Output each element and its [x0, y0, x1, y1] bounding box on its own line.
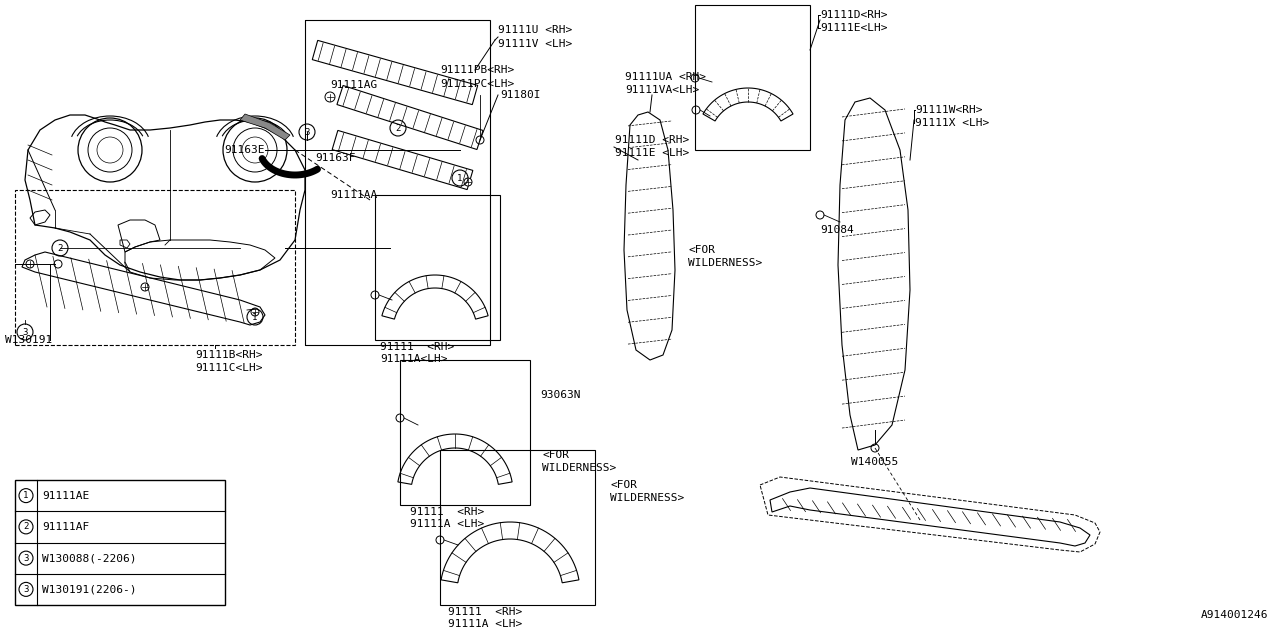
Text: 91111VA<LH>: 91111VA<LH> [625, 85, 699, 95]
Text: 91111W<RH>: 91111W<RH> [915, 105, 983, 115]
Text: 91111E<LH>: 91111E<LH> [820, 23, 887, 33]
Text: 91180I: 91180I [500, 90, 540, 100]
Text: 91111AE: 91111AE [42, 491, 90, 500]
Circle shape [141, 283, 148, 291]
Text: 91111X <LH>: 91111X <LH> [915, 118, 989, 128]
Text: WILDERNESS>: WILDERNESS> [689, 258, 763, 268]
Text: 91111V <LH>: 91111V <LH> [498, 39, 572, 49]
Text: A914001246: A914001246 [1201, 610, 1268, 620]
Text: <FOR: <FOR [611, 480, 637, 490]
Text: 1: 1 [23, 491, 28, 500]
Text: 91111U <RH>: 91111U <RH> [498, 25, 572, 35]
Text: 3: 3 [305, 127, 310, 136]
Text: 91163E: 91163E [224, 145, 265, 155]
Bar [305, 20, 490, 345]
Text: <FOR: <FOR [541, 450, 570, 460]
Bar [375, 195, 500, 340]
Text: WILDERNESS>: WILDERNESS> [541, 463, 616, 473]
Text: 91111  <RH>: 91111 <RH> [380, 342, 454, 352]
Bar [15, 190, 294, 345]
Text: 1: 1 [252, 312, 257, 321]
Text: 2: 2 [396, 124, 401, 132]
Text: 91111D<RH>: 91111D<RH> [820, 10, 887, 20]
Text: <FOR: <FOR [689, 245, 716, 255]
Text: 2: 2 [58, 243, 63, 253]
Text: 93063N: 93063N [540, 390, 581, 400]
Text: W130191: W130191 [5, 335, 52, 345]
Text: W130088(-2206): W130088(-2206) [42, 553, 137, 563]
Bar [15, 480, 225, 605]
Bar [440, 450, 595, 605]
Text: 1: 1 [457, 173, 462, 182]
Bar [401, 360, 530, 505]
Circle shape [26, 260, 35, 268]
Text: 91111A <LH>: 91111A <LH> [410, 519, 484, 529]
Text: WILDERNESS>: WILDERNESS> [611, 493, 685, 503]
Text: 91111PB<RH>: 91111PB<RH> [440, 65, 515, 75]
Circle shape [465, 178, 472, 186]
Text: 91111AG: 91111AG [330, 80, 378, 90]
Text: 91111A <LH>: 91111A <LH> [448, 619, 522, 629]
Circle shape [251, 308, 259, 316]
Text: 91111D <RH>: 91111D <RH> [614, 135, 689, 145]
Text: 3: 3 [22, 328, 28, 337]
Text: 91111PC<LH>: 91111PC<LH> [440, 79, 515, 89]
Text: 91111B<RH>: 91111B<RH> [195, 350, 262, 360]
Text: 91111AA: 91111AA [330, 190, 378, 200]
Text: 91111E <LH>: 91111E <LH> [614, 148, 689, 158]
Text: 91111C<LH>: 91111C<LH> [195, 363, 262, 373]
Text: 91084: 91084 [820, 225, 854, 235]
Text: 91111UA <RH>: 91111UA <RH> [625, 72, 707, 82]
Text: W140055: W140055 [851, 457, 899, 467]
Text: 91111A<LH>: 91111A<LH> [380, 354, 448, 364]
Text: 91163F: 91163F [315, 153, 356, 163]
Text: 91111AF: 91111AF [42, 522, 90, 532]
Circle shape [325, 92, 335, 102]
Text: 3: 3 [23, 554, 28, 563]
Polygon shape [241, 114, 291, 140]
Text: 2: 2 [23, 522, 28, 531]
Text: 3: 3 [23, 585, 28, 594]
Text: 91111  <RH>: 91111 <RH> [448, 607, 522, 617]
Text: 91111  <RH>: 91111 <RH> [410, 507, 484, 517]
Bar [695, 5, 810, 150]
Text: W130191(2206-): W130191(2206-) [42, 584, 137, 595]
